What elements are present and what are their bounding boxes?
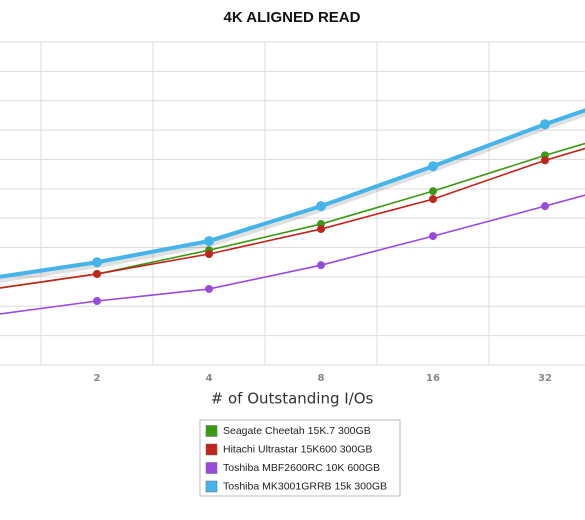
data-point bbox=[317, 225, 325, 234]
data-point bbox=[204, 236, 214, 247]
data-point bbox=[205, 250, 213, 259]
legend-label: Toshiba MBF2600RC 10K 600GB bbox=[223, 462, 380, 474]
data-point bbox=[317, 261, 325, 270]
data-point bbox=[540, 119, 550, 130]
legend-swatch bbox=[205, 462, 218, 474]
legend-label: Hitachi Ultrastar 15K600 300GB bbox=[223, 443, 372, 455]
data-point bbox=[93, 296, 101, 305]
x-tick-label: 2 bbox=[94, 373, 101, 384]
data-point bbox=[428, 161, 438, 172]
series-line bbox=[0, 194, 585, 315]
legend-swatch bbox=[205, 480, 218, 493]
data-point bbox=[429, 187, 437, 196]
data-point bbox=[93, 269, 101, 278]
legend-swatch bbox=[205, 425, 218, 437]
legend-label: Toshiba MK3001GRRB 15k 300GB bbox=[223, 480, 387, 492]
data-point bbox=[92, 257, 102, 268]
chart-title: 4K ALIGNED READ bbox=[224, 9, 361, 26]
data-point bbox=[541, 156, 549, 165]
x-tick-label: 4 bbox=[206, 373, 213, 384]
series-halo bbox=[0, 108, 585, 283]
x-tick-label: 8 bbox=[318, 373, 325, 384]
data-point bbox=[205, 284, 213, 293]
data-point bbox=[429, 195, 437, 204]
data-point bbox=[541, 202, 549, 211]
x-tick-label: 32 bbox=[538, 373, 552, 384]
legend-box bbox=[199, 419, 401, 497]
data-point bbox=[316, 201, 326, 212]
data-point bbox=[429, 232, 437, 241]
legend-swatch bbox=[205, 443, 218, 456]
series-line bbox=[0, 108, 585, 279]
x-axis-title: # of Outstanding I/Os bbox=[211, 390, 374, 408]
x-tick-label: 16 bbox=[426, 373, 440, 384]
legend-label: Seagate Cheetah 15K.7 300GB bbox=[223, 425, 371, 437]
